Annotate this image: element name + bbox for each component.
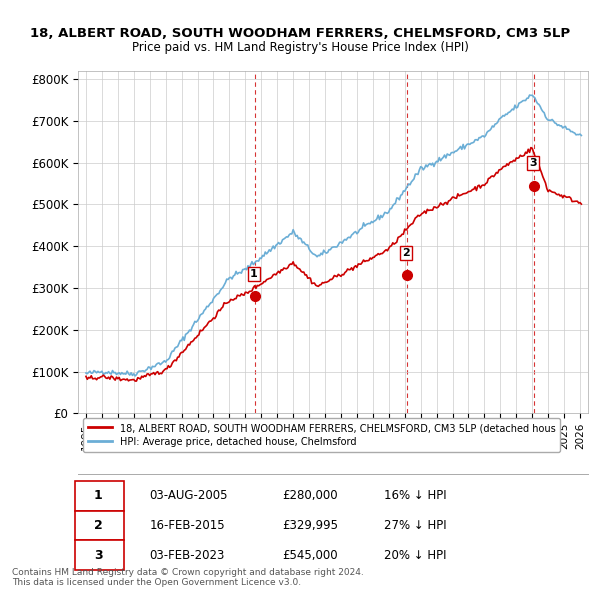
Text: Contains HM Land Registry data © Crown copyright and database right 2024.
This d: Contains HM Land Registry data © Crown c… — [12, 568, 364, 587]
Text: 2: 2 — [94, 519, 103, 532]
Text: 3: 3 — [94, 549, 103, 562]
FancyBboxPatch shape — [76, 540, 124, 570]
Text: 16-FEB-2015: 16-FEB-2015 — [149, 519, 225, 532]
Text: 20% ↓ HPI: 20% ↓ HPI — [384, 549, 446, 562]
Text: Price paid vs. HM Land Registry's House Price Index (HPI): Price paid vs. HM Land Registry's House … — [131, 41, 469, 54]
Text: £545,000: £545,000 — [282, 549, 338, 562]
Text: 18, ALBERT ROAD, SOUTH WOODHAM FERRERS, CHELMSFORD, CM3 5LP: 18, ALBERT ROAD, SOUTH WOODHAM FERRERS, … — [30, 27, 570, 40]
Text: 16% ↓ HPI: 16% ↓ HPI — [384, 489, 446, 502]
Text: 1: 1 — [250, 269, 257, 279]
Text: 1: 1 — [94, 489, 103, 502]
Text: £280,000: £280,000 — [282, 489, 338, 502]
Text: 3: 3 — [529, 158, 536, 168]
Text: 03-FEB-2023: 03-FEB-2023 — [149, 549, 225, 562]
FancyBboxPatch shape — [76, 481, 124, 510]
Text: £329,995: £329,995 — [282, 519, 338, 532]
Text: 03-AUG-2005: 03-AUG-2005 — [149, 489, 228, 502]
FancyBboxPatch shape — [76, 510, 124, 540]
Legend: 18, ALBERT ROAD, SOUTH WOODHAM FERRERS, CHELMSFORD, CM3 5LP (detached hous, HPI:: 18, ALBERT ROAD, SOUTH WOODHAM FERRERS, … — [83, 418, 560, 452]
Text: 27% ↓ HPI: 27% ↓ HPI — [384, 519, 446, 532]
Text: 2: 2 — [402, 248, 410, 258]
